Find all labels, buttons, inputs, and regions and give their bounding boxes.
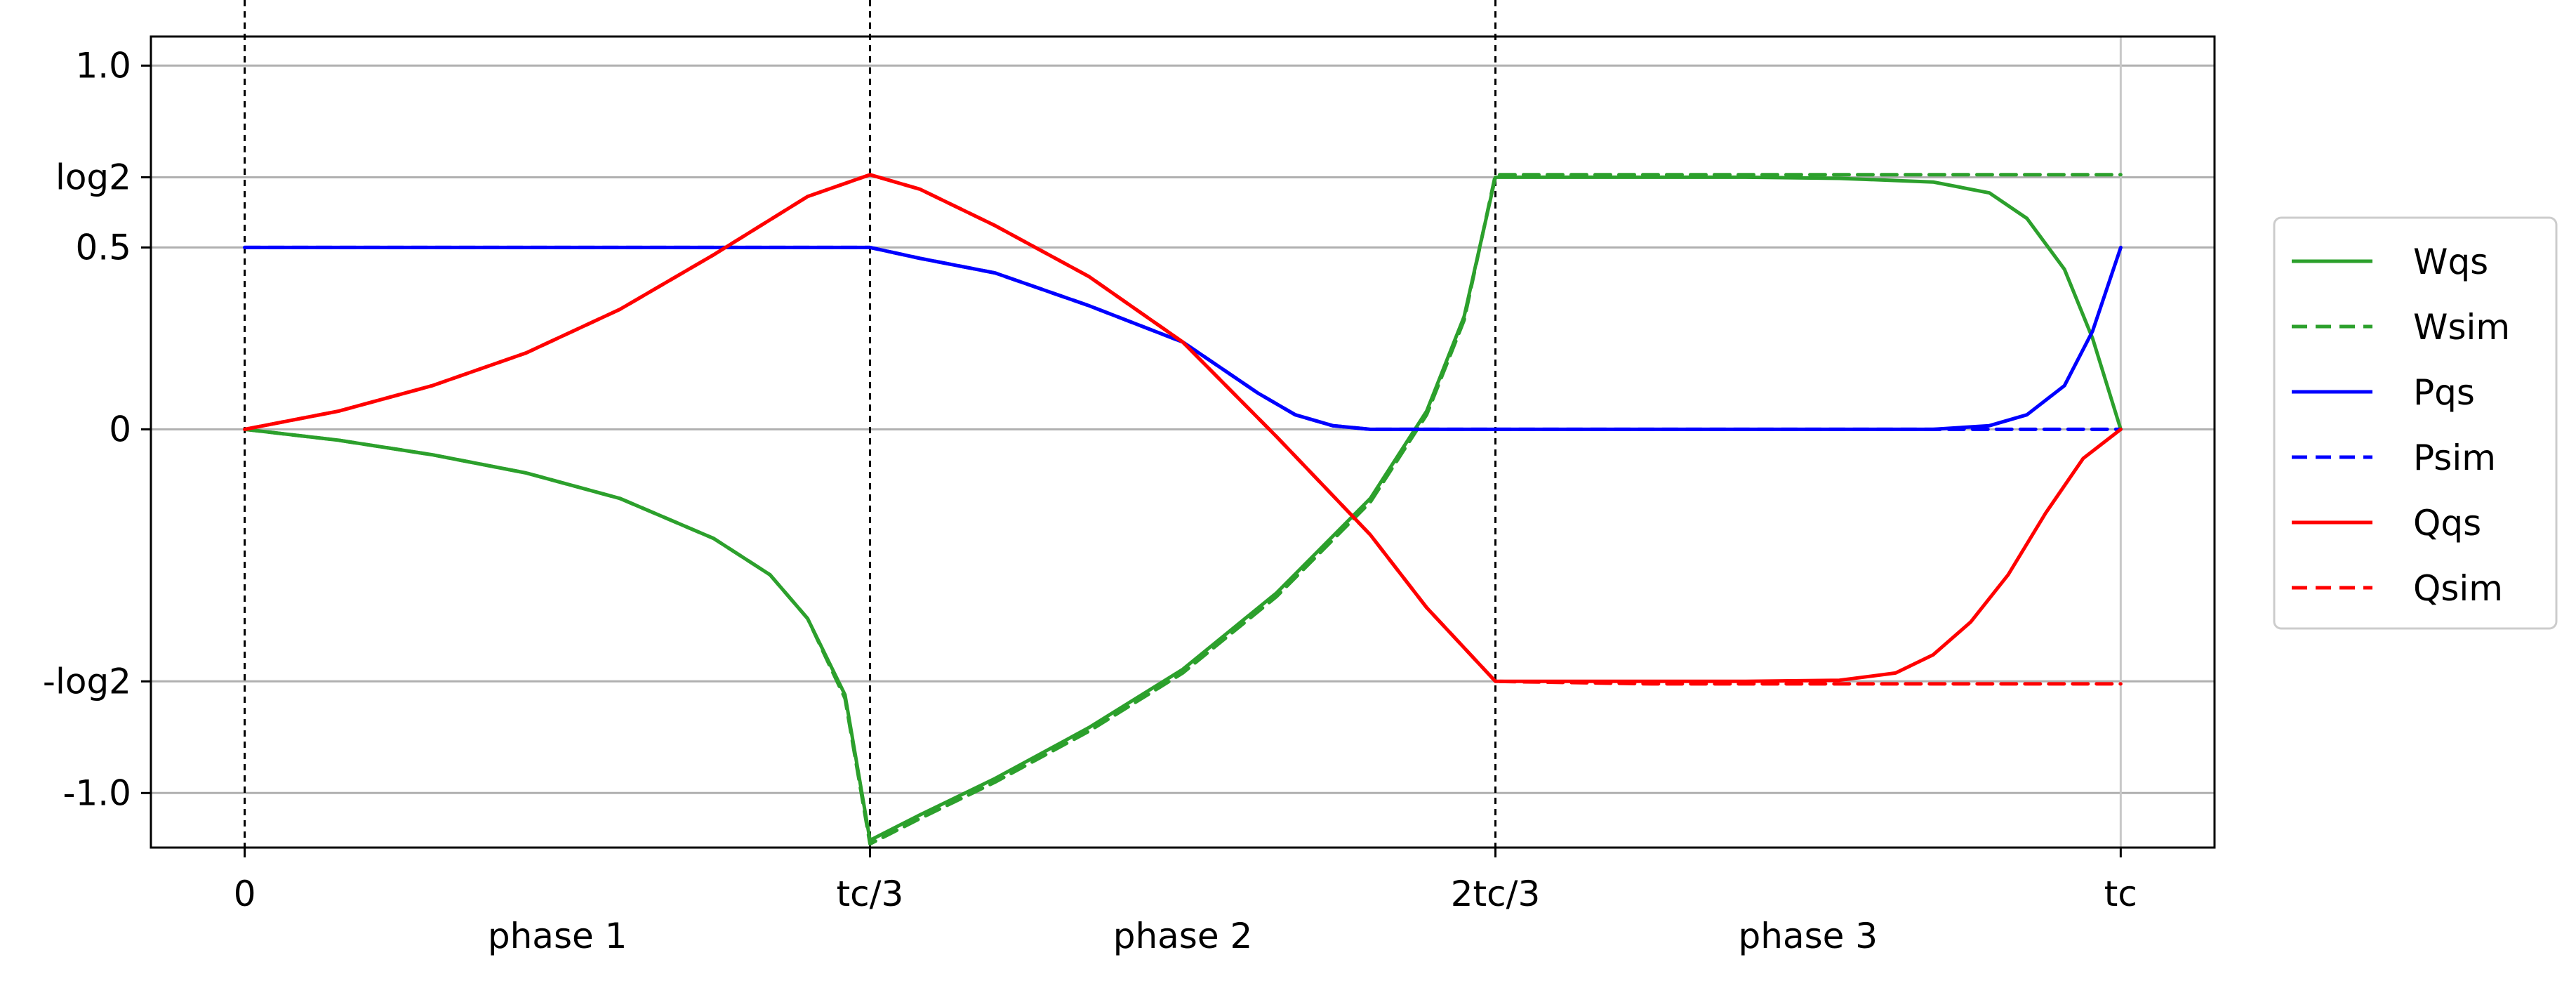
phase-label: phase 1 (488, 916, 628, 956)
x-tick-label: tc/3 (837, 874, 904, 914)
series-line-wsim (243, 173, 2123, 846)
legend-label: Pqs (2413, 372, 2475, 413)
phase-label: phase 3 (1739, 916, 1878, 956)
y-tick-label: 0 (109, 409, 131, 449)
legend-label: Qsim (2413, 568, 2503, 609)
plot-frame (150, 35, 2216, 849)
y-tick-label: 0.5 (75, 227, 131, 268)
y-tick-label: -1.0 (62, 772, 131, 813)
y-axis: 1.0 log2 0.5 0 -log2 -1.0 (43, 45, 151, 813)
legend-label: Wqs (2413, 242, 2488, 282)
phase-labels: phase 1 phase 2 phase 3 (488, 916, 1878, 956)
phase-label: phase 2 (1113, 916, 1253, 956)
y-tick-label: -log2 (43, 661, 131, 702)
legend-label: Qqs (2413, 503, 2481, 544)
legend: Wqs Wsim Pqs Psim Qqs Qsim (2273, 216, 2558, 630)
x-tick-label: 0 (234, 874, 256, 914)
series-line-psim (243, 245, 2123, 431)
legend-label: Psim (2413, 437, 2496, 478)
y-tick-label: log2 (55, 157, 131, 197)
series-line-qsim (243, 173, 2123, 686)
x-tick-label: 2tc/3 (1451, 874, 1541, 914)
legend-label: Wsim (2413, 307, 2510, 348)
x-axis: 0 tc/3 2tc/3 tc (234, 848, 2137, 914)
y-tick-label: 1.0 (75, 45, 131, 86)
x-tick-label: tc (2104, 874, 2137, 914)
legend-box (2273, 216, 2558, 630)
series-lines (243, 173, 2123, 846)
